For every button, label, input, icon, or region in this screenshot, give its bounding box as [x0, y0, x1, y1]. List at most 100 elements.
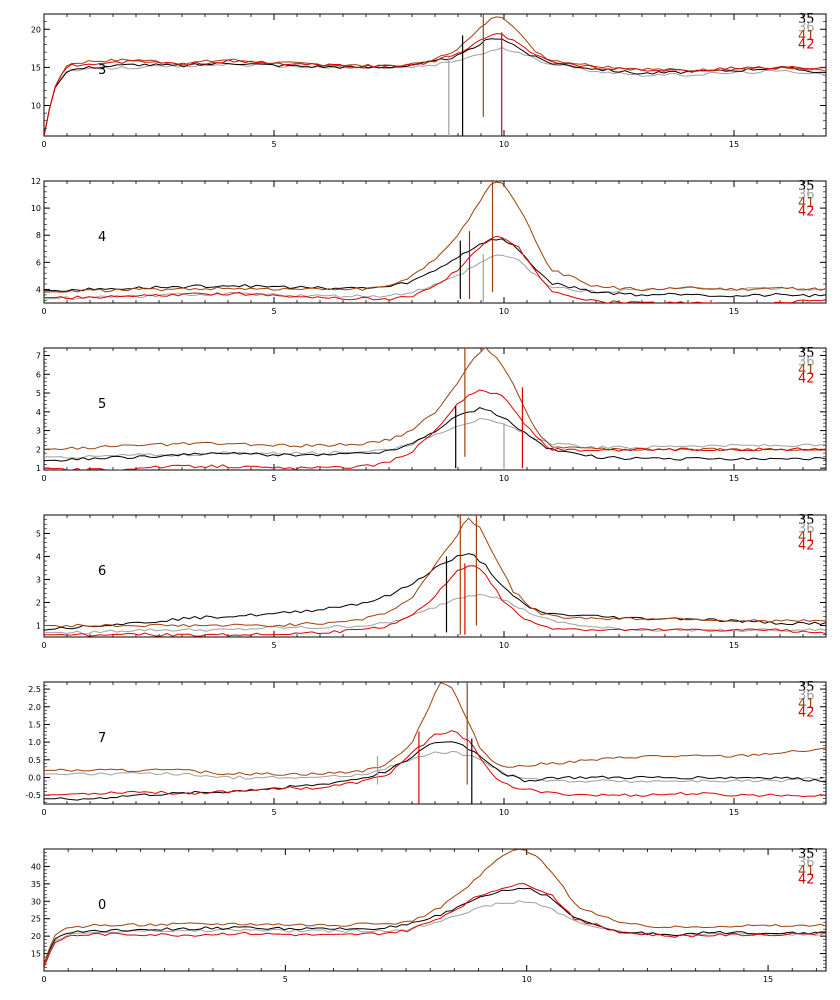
- y-tick-label: 1.0: [28, 738, 41, 747]
- panel-label: 6: [98, 564, 106, 579]
- x-tick-label: 15: [729, 307, 739, 316]
- series-line-41: [44, 517, 826, 628]
- y-tick-label: 15: [31, 950, 41, 959]
- x-tick-label: 5: [283, 975, 288, 984]
- series-line-35: [44, 238, 826, 298]
- legend-entry-35: 35: [798, 12, 815, 27]
- x-tick-label: 5: [271, 474, 276, 483]
- y-tick-label: 10: [31, 204, 41, 213]
- panel-label: 4: [98, 230, 106, 245]
- y-tick-label: 0.0: [28, 773, 41, 782]
- legend-entry-36: 36: [798, 689, 815, 704]
- legend-entry-41: 41: [798, 196, 815, 211]
- y-tick-label: 30: [31, 897, 41, 906]
- series-line-35: [44, 741, 826, 801]
- plot-frame: [43, 347, 827, 471]
- series-line-35: [44, 887, 826, 965]
- series-line-35: [44, 407, 826, 462]
- y-tick-label: -0.5: [25, 791, 41, 800]
- y-tick-label: 1: [36, 621, 41, 630]
- series-line-41: [44, 181, 826, 293]
- legend-entry-42: 42: [798, 873, 815, 888]
- x-tick-label: 15: [729, 808, 739, 817]
- y-tick-label: 40: [31, 862, 41, 871]
- legend-entry-42: 42: [798, 205, 815, 220]
- y-tick-label: 5: [36, 389, 41, 398]
- y-tick-label: 35: [31, 880, 41, 889]
- series-line-42: [44, 565, 826, 637]
- x-tick-label: 0: [41, 474, 46, 483]
- y-tick-label: 2: [36, 445, 41, 454]
- y-tick-label: 4: [36, 285, 41, 294]
- series-line-36: [44, 417, 826, 459]
- x-tick-label: 5: [271, 808, 276, 817]
- legend-entry-42: 42: [798, 706, 815, 721]
- y-tick-label: 12: [31, 177, 41, 186]
- y-tick-label: 7: [36, 352, 41, 361]
- legend-entry-41: 41: [798, 363, 815, 378]
- x-tick-label: 0: [41, 307, 46, 316]
- x-tick-label: 5: [271, 140, 276, 149]
- series-line-41: [44, 16, 826, 136]
- y-tick-label: 20: [31, 25, 41, 34]
- x-tick-label: 0: [41, 641, 46, 650]
- x-tick-label: 5: [271, 641, 276, 650]
- x-tick-label: 15: [729, 474, 739, 483]
- y-tick-label: 1: [36, 464, 41, 473]
- plot-frame: [43, 13, 827, 137]
- panel-label: 0: [98, 898, 106, 913]
- legend-entry-36: 36: [798, 188, 815, 203]
- series-line-36: [44, 750, 826, 784]
- y-tick-label: 10: [31, 102, 41, 111]
- y-tick-label: 3: [36, 427, 41, 436]
- legend-entry-42: 42: [798, 38, 815, 53]
- x-tick-label: 10: [499, 307, 509, 316]
- x-tick-label: 0: [41, 808, 46, 817]
- series-line-41: [44, 849, 826, 965]
- x-tick-label: 0: [41, 975, 46, 984]
- y-tick-label: 5: [36, 529, 41, 538]
- x-tick-label: 15: [729, 641, 739, 650]
- y-tick-label: 2.5: [28, 685, 41, 694]
- y-tick-label: 20: [31, 932, 41, 941]
- y-tick-label: 25: [31, 915, 41, 924]
- series-line-42: [44, 235, 826, 303]
- y-tick-label: 3: [36, 575, 41, 584]
- legend-entry-35: 35: [798, 847, 815, 862]
- legend-entry-41: 41: [798, 29, 815, 44]
- y-tick-label: 6: [36, 258, 41, 267]
- legend-entry-42: 42: [798, 372, 815, 387]
- legend-entry-35: 35: [798, 680, 815, 695]
- series-line-36: [44, 254, 826, 301]
- y-tick-label: 2: [36, 598, 41, 607]
- panel-label: 7: [98, 731, 106, 746]
- panel-label: 3: [98, 63, 106, 78]
- legend-entry-41: 41: [798, 530, 815, 545]
- legend-entry-36: 36: [798, 355, 815, 370]
- x-tick-label: 15: [763, 975, 773, 984]
- legend-entry-36: 36: [798, 522, 815, 537]
- legend-entry-35: 35: [798, 513, 815, 528]
- x-tick-label: 0: [41, 140, 46, 149]
- y-tick-label: 4: [36, 552, 41, 561]
- legend-entry-36: 36: [798, 21, 815, 36]
- x-tick-label: 10: [499, 474, 509, 483]
- y-tick-label: 2.0: [28, 703, 41, 712]
- x-tick-label: 10: [499, 808, 509, 817]
- legend-entry-36: 36: [798, 856, 815, 871]
- series-line-42: [44, 389, 826, 470]
- series-line-35: [44, 38, 826, 136]
- series-line-42: [44, 33, 826, 136]
- series-line-42: [44, 730, 826, 798]
- y-tick-label: 1.5: [28, 720, 41, 729]
- series-line-36: [44, 900, 826, 965]
- legend-entry-42: 42: [798, 539, 815, 554]
- y-tick-label: 6: [36, 370, 41, 379]
- x-tick-label: 10: [522, 975, 532, 984]
